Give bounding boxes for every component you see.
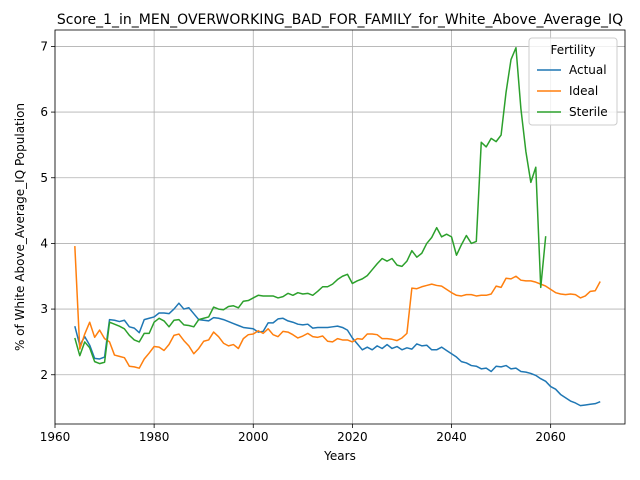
legend: Fertility Actual Ideal Sterile [528,37,618,126]
series-line-ideal [74,246,601,369]
legend-label-ideal: Ideal [569,84,598,98]
x-tick-label: 2040 [436,430,467,444]
y-tick-label: 2 [40,368,48,382]
x-tick-label: 2060 [535,430,566,444]
legend-label-actual: Actual [569,63,607,77]
series-line-actual [74,302,601,407]
series-line-sterile [74,46,547,365]
y-tick-label: 3 [40,302,48,316]
legend-items: Actual Ideal Sterile [537,63,608,119]
x-tick-label: 1980 [139,430,170,444]
y-tick-label: 4 [40,236,48,250]
x-tick-label: 2020 [337,430,368,444]
legend-title: Fertility [550,43,595,57]
y-tick-label: 5 [40,171,48,185]
axis-ticks: 1960 1980 2000 2020 2040 2060 2 3 4 5 6 7 [40,39,566,444]
x-tick-label: 1960 [40,430,71,444]
series-lines [74,46,601,407]
legend-label-sterile: Sterile [569,105,608,119]
x-axis-label: Years [323,449,356,463]
x-tick-label: 2000 [238,430,269,444]
y-tick-label: 7 [40,39,48,53]
chart-title: Score_1_in_MEN_OVERWORKING_BAD_FOR_FAMIL… [57,12,623,28]
y-tick-label: 6 [40,105,48,119]
y-axis-label: % of White Above_Average_IQ Population [13,103,27,351]
plot-frame [54,29,626,425]
legend-box [528,37,618,126]
